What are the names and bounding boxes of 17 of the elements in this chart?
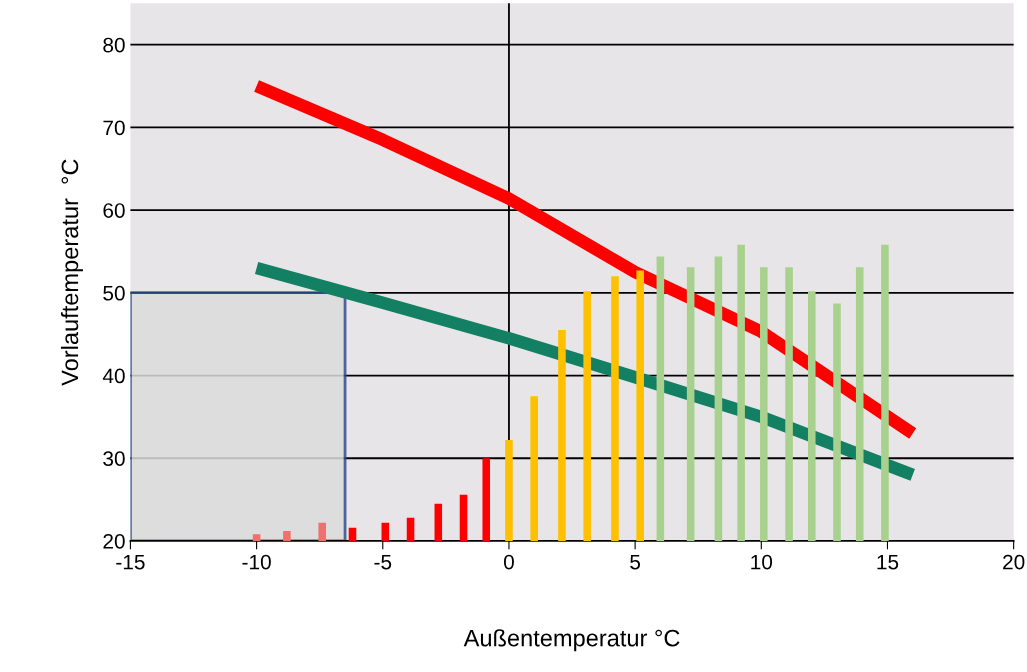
x-tick-label: 5 xyxy=(630,554,641,570)
x-axis-title: Außentemperatur °C xyxy=(463,629,680,652)
y-tick-label: 70 xyxy=(103,120,125,136)
y-tick-label: 30 xyxy=(103,451,125,467)
x-tick-label: 15 xyxy=(877,554,899,570)
x-tick-label: 0 xyxy=(503,554,514,570)
x-tick-label: 10 xyxy=(751,554,773,570)
y-tick-label: 60 xyxy=(103,203,125,218)
y-tick-label: 20 xyxy=(103,533,125,549)
y-axis-title: Vorlauftemperatur °C xyxy=(60,159,83,386)
x-tick-label: -10 xyxy=(242,554,271,570)
x-tick-label: -5 xyxy=(374,554,392,570)
y-tick-label: 40 xyxy=(102,368,125,384)
x-tick-label: 20 xyxy=(1003,554,1025,570)
x-tick-label: -15 xyxy=(116,554,145,570)
y-tick-label: 80 xyxy=(103,37,125,53)
y-tick-label: 50 xyxy=(103,285,125,301)
